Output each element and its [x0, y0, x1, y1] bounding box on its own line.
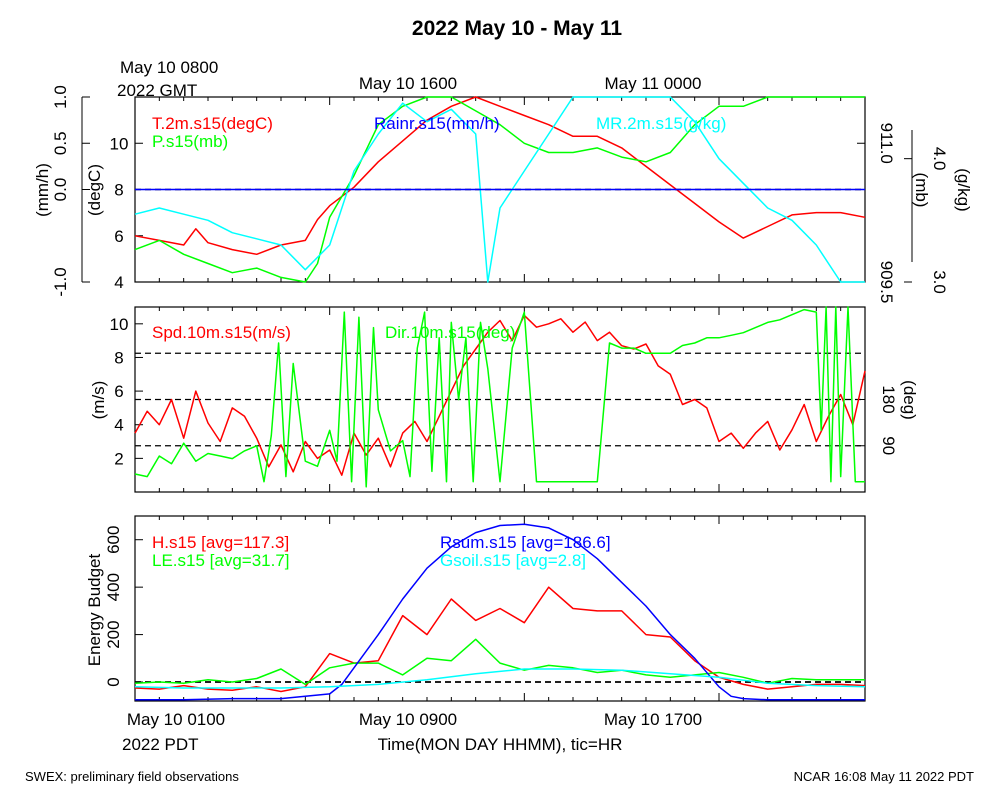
- energy-axis-tick-label: 600: [104, 526, 123, 554]
- legend-le: LE.s15 [avg=31.7]: [152, 551, 290, 570]
- bottom-series-1: [134, 638, 865, 686]
- x-axis-label: Time(MON DAY HHMM), tic=HR: [378, 735, 623, 754]
- pres-axis-tick-label: 911.0: [877, 123, 896, 164]
- legend-layer: T.2m.s15(degC)P.s15(mb) Rainr.s15(mm/h) MR…: [152, 114, 726, 570]
- legend-pres: P.s15(mb): [152, 132, 228, 151]
- middle-series-1: [134, 306, 865, 488]
- pres-axis-tick-label: 909.5: [877, 261, 896, 304]
- legend-mr: MR.2m.s15(g/kg): [596, 114, 726, 133]
- legend-rain: Rainr.s15(mm/h): [374, 114, 500, 133]
- bottom-series-0: [134, 586, 866, 693]
- series-layer: [134, 96, 866, 701]
- middle-series-0: [134, 314, 866, 476]
- rain-axis-tick-label: -1.0: [51, 267, 70, 296]
- spd-axis-tick-label: 2: [114, 449, 123, 468]
- top-series-2: [134, 96, 865, 283]
- mr-axis-label: (g/kg): [954, 168, 973, 211]
- temp-axis-tick-label: 8: [114, 181, 123, 200]
- mr-axis-tick-label: 3.0: [930, 270, 949, 294]
- rain-axis-tick-label: 1.0: [51, 85, 70, 109]
- mr-axis-tick-label: 4.0: [930, 147, 949, 171]
- pdt-time-label-1: May 10 0900: [359, 710, 457, 729]
- spd-axis-tick-label: 6: [114, 382, 123, 401]
- gmt-time-label-0: May 10 0800: [120, 58, 218, 77]
- top-series-0: [134, 96, 866, 256]
- energy-axis-tick-label: 200: [104, 620, 123, 648]
- legend-spd: Spd.10m.s15(m/s): [152, 323, 291, 342]
- bottom-series-2: [135, 523, 865, 701]
- gmt-time-label-1: May 10 1600: [359, 74, 457, 93]
- rain-axis-tick-label: 0.5: [51, 131, 70, 155]
- temp-axis-label: (degC): [85, 164, 104, 216]
- chart-title: 2022 May 10 - May 11: [412, 17, 622, 40]
- dir-axis-tick-label: 180: [879, 385, 898, 413]
- rain-axis-label: (mm/h): [33, 163, 52, 217]
- top-series-1: [134, 96, 865, 283]
- temp-axis-tick-label: 6: [114, 227, 123, 246]
- spd-axis-label: (m/s): [89, 381, 108, 420]
- gmt-year-label: 2022 GMT: [117, 81, 197, 100]
- spd-axis-tick-label: 8: [114, 348, 123, 367]
- tick-layer: -1.0 0.0 0.5 1.0 4 6 8 10 909.5 911.0 3.0 4.0 2 4 6 8 10…: [51, 85, 949, 701]
- pdt-time-label-0: May 10 0100: [127, 710, 225, 729]
- legend-rsum: Rsum.s15 [avg=186.6]: [440, 533, 611, 552]
- pres-axis-label: (mb): [912, 173, 931, 208]
- energy-axis-tick-label: 0: [104, 677, 123, 686]
- energy-axis-label: Energy Budget: [85, 553, 104, 666]
- legend-dir: Dir.10m.s15(deg): [385, 323, 515, 342]
- pdt-year-label: 2022 PDT: [122, 735, 199, 754]
- dir-axis-label: (deg): [900, 380, 919, 420]
- legend-h: H.s15 [avg=117.3]: [152, 533, 289, 552]
- spd-axis-tick-label: 4: [114, 416, 123, 435]
- bottom-series-3: [134, 668, 866, 689]
- legend-temp: T.2m.s15(degC): [152, 114, 273, 133]
- temp-axis-tick-label: 10: [110, 134, 129, 153]
- temp-axis-tick-label: 4: [114, 273, 123, 292]
- dir-axis-tick-label: 90: [879, 436, 898, 455]
- footer-right: NCAR 16:08 May 11 2022 PDT: [794, 769, 974, 784]
- energy-axis-tick-label: 400: [104, 573, 123, 601]
- spd-axis-tick-label: 10: [110, 315, 129, 334]
- pdt-time-label-2: May 10 1700: [604, 710, 702, 729]
- rain-axis-tick-label: 0.0: [51, 178, 70, 202]
- legend-gsoil: Gsoil.s15 [avg=2.8]: [440, 551, 586, 570]
- footer-left: SWEX: preliminary field observations: [25, 769, 239, 784]
- gmt-time-label-2: May 11 0000: [604, 74, 701, 93]
